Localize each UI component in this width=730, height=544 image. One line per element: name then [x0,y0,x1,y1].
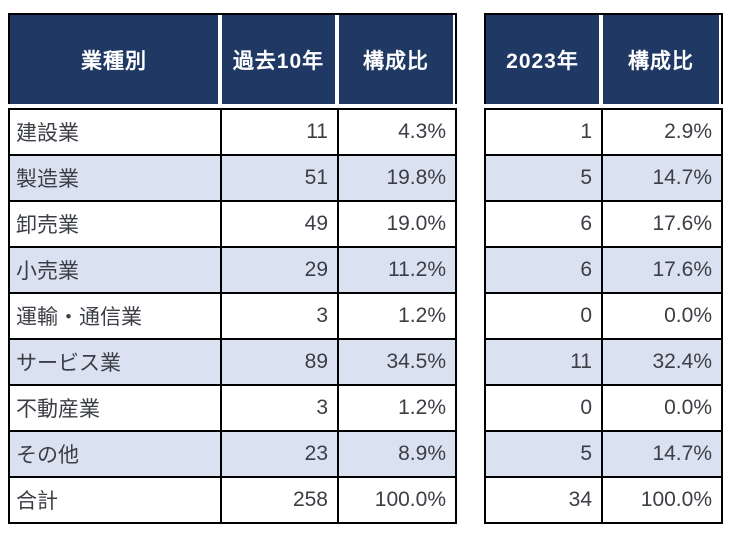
table-row: 不動産業 3 1.2% [8,384,457,432]
table-row: 1 2.9% [484,108,723,156]
table-row: 6 17.6% [484,246,723,294]
table-body-right: 1 2.9% 5 14.7% 6 17.6% 6 17.6% 0 0.0% [484,108,723,524]
industry-name-cell: サービス業 [8,338,222,386]
count-cell: 258 [220,476,339,524]
count-cell: 34 [484,476,603,524]
count-cell: 51 [220,154,339,202]
share-cell: 4.3% [337,108,457,156]
column-header-2023: 2023年 [486,15,599,104]
table-header-left: 業種別 過去10年 構成比 [8,13,457,104]
share-cell: 100.0% [601,476,723,524]
count-cell: 11 [484,338,603,386]
share-cell: 14.7% [601,154,723,202]
share-cell: 11.2% [337,246,457,294]
table-row: 0 0.0% [484,292,723,340]
industry-name-cell: 卸売業 [8,200,222,248]
table-row: サービス業 89 34.5% [8,338,457,386]
count-cell: 3 [220,384,339,432]
industry-breakdown-tables: 業種別 過去10年 構成比 建設業 11 4.3% 製造業 51 19.8% 卸… [8,13,723,524]
table-row: 6 17.6% [484,200,723,248]
table-row: 11 32.4% [484,338,723,386]
industry-name-cell: 製造業 [8,154,222,202]
count-cell: 3 [220,292,339,340]
share-cell: 19.8% [337,154,457,202]
share-cell: 19.0% [337,200,457,248]
table-row: 建設業 11 4.3% [8,108,457,156]
count-cell: 0 [484,384,603,432]
industry-name-cell: 小売業 [8,246,222,294]
table-row-total: 合計 258 100.0% [8,476,457,524]
table-row: 5 14.7% [484,430,723,478]
industry-name-cell: 不動産業 [8,384,222,432]
table-row-total: 34 100.0% [484,476,723,524]
share-cell: 1.2% [337,384,457,432]
table-row: 5 14.7% [484,154,723,202]
industry-name-cell: 運輸・通信業 [8,292,222,340]
count-cell: 89 [220,338,339,386]
count-cell: 6 [484,200,603,248]
share-cell: 8.9% [337,430,457,478]
count-cell: 6 [484,246,603,294]
share-cell: 100.0% [337,476,457,524]
count-cell: 29 [220,246,339,294]
share-cell: 0.0% [601,384,723,432]
table-body-left: 建設業 11 4.3% 製造業 51 19.8% 卸売業 49 19.0% 小売… [8,108,457,524]
table-past-10-years: 業種別 過去10年 構成比 建設業 11 4.3% 製造業 51 19.8% 卸… [8,13,457,524]
table-row: 小売業 29 11.2% [8,246,457,294]
industry-name-cell: その他 [8,430,222,478]
column-header-share-left: 構成比 [339,15,453,104]
share-cell: 17.6% [601,200,723,248]
count-cell: 5 [484,430,603,478]
count-cell: 23 [220,430,339,478]
share-cell: 1.2% [337,292,457,340]
share-cell: 34.5% [337,338,457,386]
table-row: 製造業 51 19.8% [8,154,457,202]
table-2023: 2023年 構成比 1 2.9% 5 14.7% 6 17.6% 6 [484,13,723,524]
share-cell: 32.4% [601,338,723,386]
count-cell: 49 [220,200,339,248]
column-header-past10y: 過去10年 [222,15,335,104]
table-row: その他 23 8.9% [8,430,457,478]
count-cell: 11 [220,108,339,156]
share-cell: 2.9% [601,108,723,156]
count-cell: 5 [484,154,603,202]
table-header-right: 2023年 構成比 [484,13,723,104]
count-cell: 1 [484,108,603,156]
column-header-industry: 業種別 [10,15,218,104]
share-cell: 14.7% [601,430,723,478]
column-header-share-right: 構成比 [603,15,719,104]
table-row: 卸売業 49 19.0% [8,200,457,248]
table-row: 0 0.0% [484,384,723,432]
share-cell: 17.6% [601,246,723,294]
count-cell: 0 [484,292,603,340]
industry-name-cell: 合計 [8,476,222,524]
table-row: 運輸・通信業 3 1.2% [8,292,457,340]
industry-name-cell: 建設業 [8,108,222,156]
share-cell: 0.0% [601,292,723,340]
